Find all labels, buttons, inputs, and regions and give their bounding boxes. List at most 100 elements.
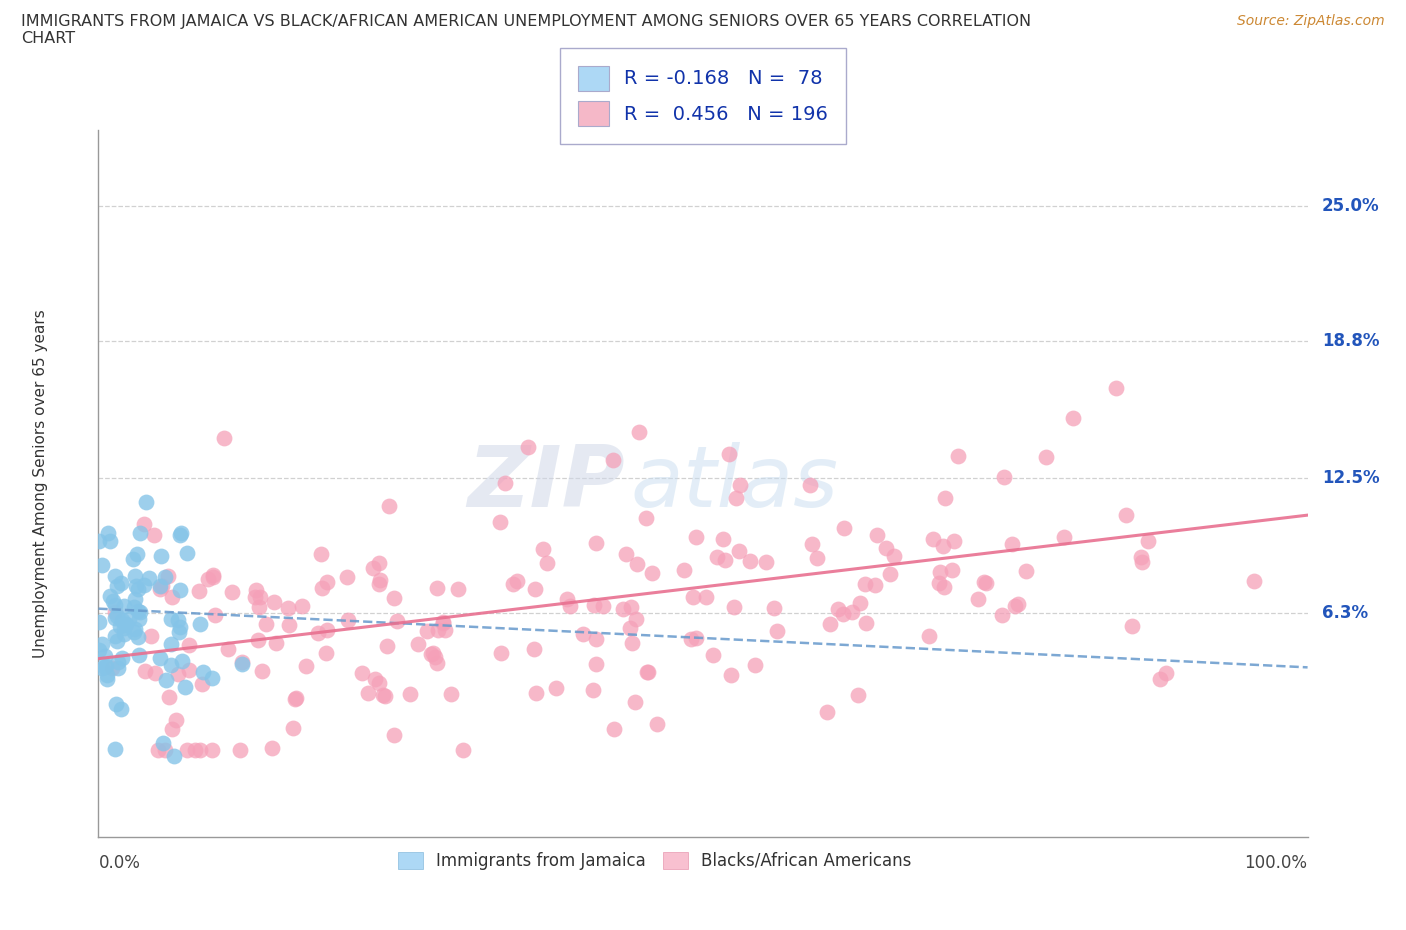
- Point: [434, 622, 457, 637]
- Point: [110, 701, 132, 716]
- Point: [685, 530, 707, 545]
- Point: [350, 666, 373, 681]
- Point: [489, 514, 512, 529]
- Point: [585, 631, 607, 646]
- Point: [142, 528, 165, 543]
- Point: [132, 516, 155, 531]
- Point: [928, 575, 950, 590]
- Point: [1115, 507, 1137, 522]
- Point: [104, 629, 127, 644]
- Point: [315, 622, 337, 637]
- Text: 18.8%: 18.8%: [1322, 332, 1379, 351]
- Point: [398, 687, 420, 702]
- Point: [129, 604, 152, 619]
- Point: [382, 728, 405, 743]
- Point: [849, 596, 872, 611]
- Point: [247, 600, 270, 615]
- Point: [420, 646, 443, 661]
- Point: [90, 558, 112, 573]
- Point: [645, 717, 668, 732]
- Point: [1000, 537, 1022, 551]
- Point: [426, 656, 449, 671]
- Point: [260, 740, 283, 755]
- Point: [89, 534, 111, 549]
- Point: [162, 590, 184, 604]
- Point: [946, 449, 969, 464]
- Point: [229, 742, 252, 757]
- Point: [841, 604, 863, 619]
- Point: [801, 537, 824, 551]
- Text: 0.0%: 0.0%: [98, 855, 141, 872]
- Text: atlas: atlas: [630, 442, 838, 525]
- Point: [523, 642, 546, 657]
- Point: [883, 549, 905, 564]
- Point: [502, 577, 524, 591]
- Point: [264, 635, 287, 650]
- Point: [174, 680, 197, 695]
- Point: [717, 446, 740, 461]
- Point: [166, 613, 188, 628]
- Point: [157, 569, 180, 584]
- Point: [149, 549, 172, 564]
- Text: IMMIGRANTS FROM JAMAICA VS BLACK/AFRICAN AMERICAN UNEMPLOYMENT AMONG SENIORS OVE: IMMIGRANTS FROM JAMAICA VS BLACK/AFRICAN…: [21, 14, 1031, 46]
- Point: [231, 657, 253, 671]
- Point: [309, 547, 332, 562]
- Point: [132, 578, 155, 592]
- Point: [820, 617, 842, 631]
- Point: [875, 540, 897, 555]
- Point: [160, 636, 183, 651]
- Point: [249, 590, 271, 604]
- Point: [105, 697, 128, 711]
- Point: [191, 676, 214, 691]
- Point: [177, 662, 200, 677]
- Point: [139, 629, 162, 644]
- Point: [1007, 596, 1029, 611]
- Point: [1105, 381, 1128, 396]
- Point: [169, 527, 191, 542]
- Point: [853, 577, 876, 591]
- Point: [98, 589, 121, 604]
- Point: [127, 603, 149, 618]
- Point: [1062, 410, 1084, 425]
- Point: [105, 578, 128, 593]
- Point: [447, 582, 470, 597]
- Point: [91, 660, 114, 675]
- Point: [277, 618, 299, 632]
- Point: [94, 658, 117, 673]
- Point: [368, 676, 391, 691]
- Point: [125, 578, 148, 593]
- Point: [423, 650, 446, 665]
- Point: [516, 439, 538, 454]
- Point: [922, 532, 945, 547]
- Point: [96, 668, 118, 683]
- Point: [112, 627, 135, 642]
- Point: [440, 687, 463, 702]
- Point: [202, 567, 225, 582]
- Point: [149, 650, 172, 665]
- Point: [103, 593, 125, 608]
- Point: [375, 638, 398, 653]
- Point: [163, 749, 186, 764]
- Point: [104, 604, 127, 619]
- Point: [934, 490, 956, 505]
- Point: [201, 569, 224, 584]
- Point: [673, 563, 696, 578]
- Point: [685, 631, 707, 645]
- Legend: Immigrants from Jamaica, Blacks/African Americans: Immigrants from Jamaica, Blacks/African …: [389, 844, 920, 878]
- Point: [285, 691, 308, 706]
- Point: [160, 612, 183, 627]
- Point: [111, 613, 134, 628]
- Point: [637, 665, 659, 680]
- Point: [799, 478, 821, 493]
- Point: [612, 602, 634, 617]
- Point: [524, 581, 547, 596]
- Point: [585, 657, 607, 671]
- Point: [169, 619, 191, 634]
- Point: [138, 571, 160, 586]
- Point: [1004, 599, 1026, 614]
- Point: [603, 722, 626, 737]
- Point: [634, 511, 657, 525]
- Point: [281, 720, 304, 735]
- Point: [714, 553, 737, 568]
- Point: [408, 636, 430, 651]
